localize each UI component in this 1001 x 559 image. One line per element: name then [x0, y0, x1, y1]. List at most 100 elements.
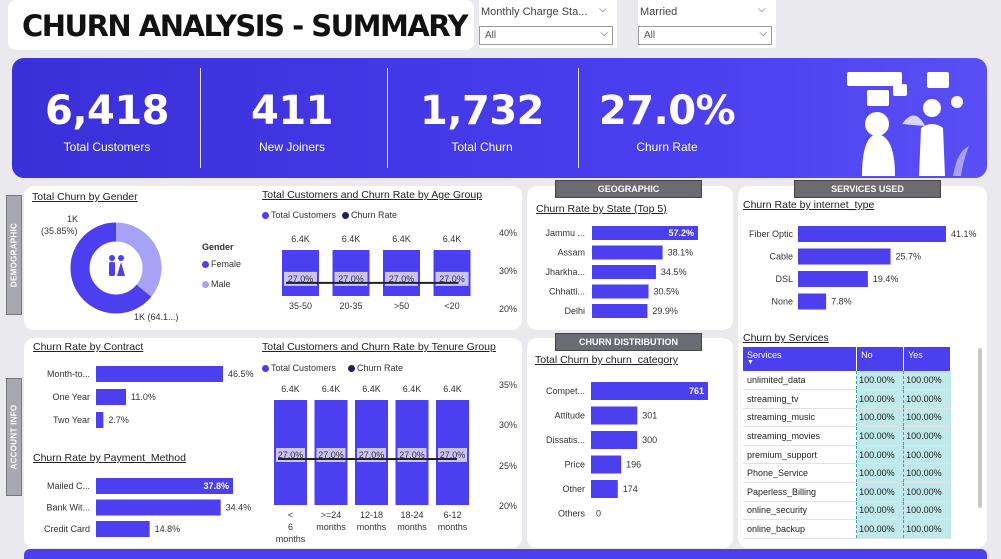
legend-churn-rate[interactable]: Churn Rate	[348, 363, 403, 373]
service-name-cell: Phone_Service	[743, 463, 857, 484]
churn-rate-label: 27.0%	[399, 450, 425, 460]
category-label: 6-12	[443, 510, 461, 520]
legend-churn-rate[interactable]: Churn Rate	[342, 210, 397, 220]
legend-total-customers[interactable]: Total Customers	[262, 210, 336, 220]
data-label: 41.1%	[951, 229, 977, 239]
category-label: months	[276, 534, 306, 542]
services-card: Churn Rate by internet_type Fiber Optic 4…	[738, 186, 987, 548]
services-table: Services ▼ No Yes unlimited_data 100.00% 10…	[743, 347, 951, 539]
data-label: 174	[623, 484, 638, 494]
column-header-yes[interactable]: Yes	[903, 347, 951, 371]
percent-cell: 100.00%	[856, 482, 904, 502]
table-row[interactable]: unlimited_data 100.00% 100.00%	[743, 371, 951, 391]
kpi-value: 6,418	[44, 88, 170, 134]
filter-dropdown[interactable]: All ⌵	[479, 26, 613, 45]
divider	[200, 68, 201, 168]
total-customers-label: 6.4K	[281, 384, 300, 394]
category-label: 6	[288, 522, 293, 532]
bar	[592, 284, 649, 299]
chevron-down-icon[interactable]: ⌵	[759, 28, 767, 39]
data-label: 25.7%	[896, 252, 922, 262]
percent-cell: 100.00%	[903, 426, 951, 446]
bar	[591, 455, 622, 474]
table-row[interactable]: premium_support 100.00% 100.00%	[743, 445, 951, 465]
category-label: Two Year	[53, 415, 90, 425]
kpi-total-churn: 1,732 Total Churn	[397, 58, 567, 178]
bar	[96, 521, 150, 537]
divider	[578, 68, 579, 168]
bar	[798, 248, 891, 265]
percent-cell: 100.00%	[903, 519, 951, 539]
chevron-down-icon[interactable]: ⌵	[599, 4, 607, 15]
percent-cell: 100.00%	[856, 408, 904, 428]
category-label: Credit Card	[44, 524, 90, 534]
kpi-churn-rate: 27.0% Churn Rate	[582, 58, 752, 178]
table-row[interactable]: online_backup 100.00% 100.00%	[743, 519, 951, 539]
service-name-cell: online_security	[743, 501, 857, 521]
legend-total-customers[interactable]: Total Customers	[262, 363, 336, 373]
filter-label: Monthly Charge Sta...	[481, 6, 588, 18]
distribution-card: Total Churn by churn_category Compet... 7…	[527, 338, 733, 548]
percent-cell: 100.00%	[856, 519, 904, 539]
gender-donut-chart	[70, 222, 162, 314]
kpi-banner: 6,418 Total Customers 411 New Joiners 1,…	[12, 58, 987, 178]
category-label: 20-35	[339, 301, 362, 311]
category-label: months	[438, 522, 468, 532]
column-header-no[interactable]: No	[856, 347, 905, 371]
table-row[interactable]: streaming_music 100.00% 100.00%	[743, 408, 951, 428]
kpi-value: 27.0%	[598, 88, 736, 134]
category-label: Cable	[769, 252, 793, 262]
male-slice-label: (35.85%)	[41, 226, 78, 236]
married-filter[interactable]: Married ⌵ All ⌵	[638, 0, 776, 48]
percent-cell: 100.00%	[903, 482, 951, 502]
kpi-value: 411	[251, 88, 334, 134]
service-name-cell: unlimited_data	[743, 371, 857, 391]
filter-dropdown[interactable]: All ⌵	[638, 26, 772, 45]
column-header-services[interactable]: Services ▼	[743, 347, 858, 371]
filter-value: All	[485, 30, 497, 41]
y-axis-tick: 20%	[499, 304, 518, 314]
bar	[798, 293, 827, 310]
contract-chart-title: Churn Rate by Contract	[33, 341, 144, 353]
table-row[interactable]: online_security 100.00% 100.00%	[743, 501, 951, 521]
bar	[591, 431, 638, 449]
churn-rate-label: 27.0%	[338, 274, 364, 284]
percent-cell: 100.00%	[856, 389, 904, 409]
legend-female[interactable]: Female	[202, 259, 241, 269]
total-customers-label: 6.4K	[291, 234, 310, 244]
scrollbar[interactable]	[978, 348, 982, 508]
category-label: Dissatis...	[546, 435, 585, 445]
y-axis-tick: 20%	[499, 501, 518, 511]
total-customers-label: 6.4K	[342, 234, 361, 244]
bar	[592, 304, 648, 318]
payment-chart-title: Churn Rate by Payment_Method	[33, 452, 186, 464]
table-row[interactable]: Paperless_Billing 100.00% 100.00%	[743, 482, 951, 502]
kpi-new-joiners: 411 New Joiners	[207, 58, 377, 178]
kpi-total-customers: 6,418 Total Customers	[22, 58, 192, 178]
section-tab-services-used: SERVICES USED	[794, 180, 941, 198]
internet-bar-chart: Fiber Optic 41.1% Cable 25.7% DSL 19.4% None 7.…	[749, 226, 977, 310]
chevron-down-icon[interactable]: ⌵	[600, 28, 608, 39]
kpi-label: Total Customers	[63, 140, 151, 154]
service-name-cell: online_backup	[743, 519, 857, 539]
service-name-cell: Paperless_Billing	[743, 482, 857, 502]
female-slice-label: 1K (64.1...)	[134, 312, 179, 322]
data-label: 30.5%	[654, 287, 680, 297]
category-label: None	[771, 297, 793, 307]
category-label: months	[316, 522, 346, 532]
legend-male[interactable]: Male	[202, 279, 231, 289]
table-row[interactable]: Phone_Service 100.00% 100.00%	[743, 463, 951, 484]
category-label: Attitude	[554, 411, 585, 421]
table-row[interactable]: streaming_tv 100.00% 100.00%	[743, 389, 951, 409]
y-axis-tick: 35%	[499, 380, 518, 390]
section-tab-demographic: DEMOGRAPHIC	[6, 195, 22, 315]
bar	[592, 265, 656, 279]
category-label: Chhatti...	[549, 287, 585, 297]
category-label: Others	[558, 509, 586, 519]
table-row[interactable]: streaming_movies 100.00% 100.00%	[743, 426, 951, 446]
category-label: months	[357, 522, 387, 532]
page-title: CHURN ANALYSIS - SUMMARY	[22, 9, 469, 43]
monthly-charge-filter[interactable]: Monthly Charge Sta... ⌵ All ⌵	[479, 0, 617, 48]
chevron-down-icon[interactable]: ⌵	[758, 4, 766, 15]
filter-value: All	[644, 30, 656, 41]
